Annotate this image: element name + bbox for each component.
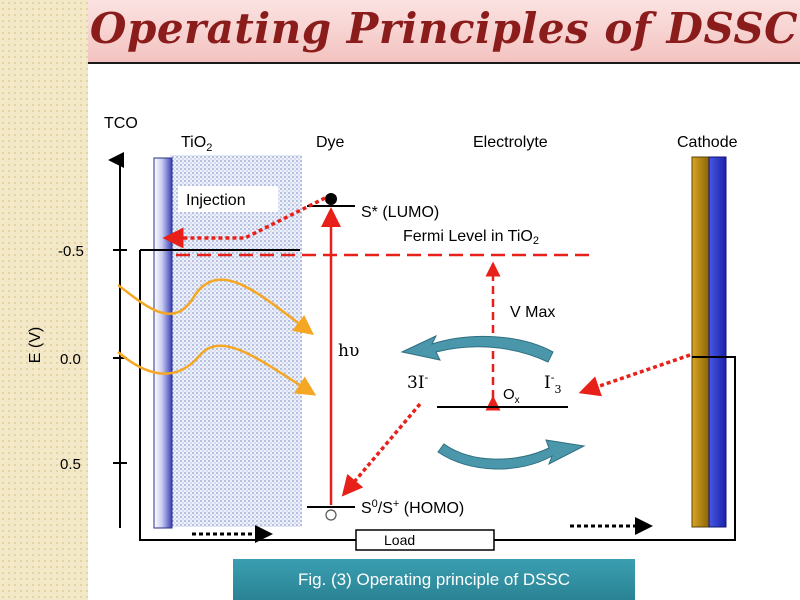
label-tio2: TiO2	[181, 134, 212, 154]
tick-label-00: 0.0	[60, 351, 81, 368]
label-ox: Ox	[503, 386, 520, 406]
cathode-reduction-arrow	[578, 353, 691, 397]
cathode-gold-layer	[691, 156, 710, 528]
redox-cycle-arrow-bottom	[437, 439, 586, 470]
hole-circle	[325, 509, 337, 521]
label-hv: hυ	[338, 341, 359, 361]
label-dye: Dye	[316, 134, 345, 151]
light-path-upper	[117, 278, 314, 336]
axis-label-energy: E (V)	[27, 327, 44, 363]
circuit-wire-right	[494, 356, 736, 541]
tick-label-minus05: -0.5	[58, 243, 84, 260]
label-vmax: V Max	[510, 304, 555, 321]
figure-caption: Fig. (3) Operating principle of DSSC	[233, 559, 635, 600]
circuit-wire-left	[139, 250, 356, 541]
label-tco: TCO	[104, 115, 138, 132]
load-box	[355, 529, 495, 551]
label-lumo: S* (LUMO)	[361, 204, 439, 221]
page-title: Operating Principles of DSSC	[89, 4, 799, 53]
light-path-lower	[117, 344, 317, 396]
title-banner	[88, 0, 800, 64]
cathode-blue-layer	[708, 156, 727, 528]
label-injection: Injection	[186, 192, 246, 209]
tick-label-05: 0.5	[60, 456, 81, 473]
injection-label-box	[178, 186, 278, 212]
tco-electrode	[153, 157, 173, 529]
label-triiodide: I-3	[544, 371, 561, 396]
label-cathode: Cathode	[677, 134, 738, 151]
label-fermi: Fermi Level in TiO2	[403, 228, 539, 247]
label-homo: S0/S+ (HOMO)	[361, 498, 464, 517]
excited-electron-dot	[325, 193, 337, 205]
decorative-left-band	[0, 0, 88, 600]
injection-arrow	[162, 196, 326, 249]
label-electrolyte: Electrolyte	[473, 134, 548, 151]
label-load: Load	[384, 532, 415, 548]
label-three-iodide: 3I-	[407, 371, 429, 393]
redox-cycle-arrow-top	[400, 334, 554, 363]
tio2-film	[170, 155, 302, 527]
regeneration-arrow	[341, 402, 422, 497]
